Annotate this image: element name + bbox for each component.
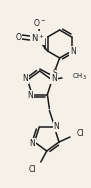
Text: N: N: [51, 74, 57, 83]
Text: Cl: Cl: [77, 129, 84, 137]
Text: N: N: [23, 74, 28, 83]
Text: N: N: [70, 46, 76, 55]
Text: O$^-$: O$^-$: [33, 17, 46, 29]
Text: N: N: [27, 91, 33, 100]
Text: O: O: [16, 33, 22, 42]
Text: N: N: [30, 139, 35, 148]
Text: S: S: [52, 70, 57, 79]
Text: Cl: Cl: [29, 164, 37, 174]
Text: CH$_3$: CH$_3$: [72, 72, 87, 82]
Text: N: N: [53, 122, 59, 131]
Text: N$^+$: N$^+$: [31, 32, 45, 44]
